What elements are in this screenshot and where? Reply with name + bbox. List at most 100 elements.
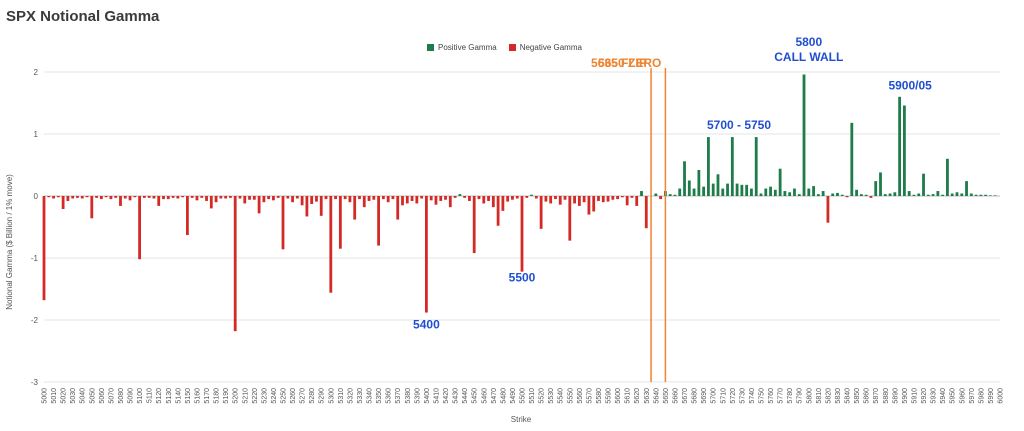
bar: [300, 196, 304, 206]
bar: [644, 196, 648, 229]
y-tick-label: -3: [31, 378, 39, 387]
bar: [42, 196, 46, 301]
x-tick-label: 5710: [720, 388, 727, 404]
bar: [162, 196, 165, 200]
x-tick-label: 5760: [768, 388, 775, 404]
bar: [893, 192, 897, 196]
x-tick-label: 5820: [825, 388, 832, 404]
bar: [735, 183, 739, 196]
x-tick-label: 5140: [175, 388, 182, 404]
bar: [147, 196, 151, 198]
bar: [429, 196, 433, 201]
bar: [310, 196, 314, 205]
bar: [190, 196, 194, 198]
bar: [128, 196, 132, 201]
bar: [338, 196, 342, 249]
x-tick-label: 5650: [663, 388, 670, 404]
bar: [491, 196, 495, 208]
bar: [142, 196, 146, 198]
x-tick-label: 5960: [959, 388, 966, 404]
bar: [252, 196, 256, 200]
x-tick-label: 6000: [998, 388, 1005, 404]
bar: [573, 196, 576, 204]
bar: [362, 196, 366, 208]
bar: [448, 196, 452, 208]
x-tick-label: 5320: [347, 388, 354, 404]
x-tick-label: 5780: [787, 388, 794, 404]
bar: [434, 196, 438, 205]
bar: [620, 196, 624, 198]
x-tick-label: 5980: [978, 388, 985, 404]
y-tick-label: -1: [31, 254, 39, 263]
annotation-label: 5400: [413, 318, 440, 332]
bar: [845, 196, 849, 198]
bar: [472, 196, 476, 254]
x-tick-label: 5060: [99, 388, 106, 404]
x-tick-label: 5620: [634, 388, 641, 404]
x-tick-label: 5490: [510, 388, 517, 404]
bar: [381, 196, 385, 200]
bar: [520, 196, 524, 272]
bar: [506, 196, 510, 202]
x-tick-label: 5700: [711, 388, 718, 404]
legend-item-negative: Negative Gamma: [508, 43, 582, 52]
x-tick-label: 5120: [156, 388, 163, 404]
bar: [955, 192, 959, 196]
x-tick-label: 5750: [759, 388, 766, 404]
bar: [405, 196, 409, 204]
bar: [687, 180, 691, 196]
x-tick-label: 5770: [778, 388, 785, 404]
bar: [171, 196, 175, 198]
x-tick-label: 5890: [892, 388, 899, 404]
x-tick-label: 5030: [70, 388, 77, 404]
bar: [176, 196, 180, 199]
x-tick-label: 5440: [462, 388, 469, 404]
bar: [773, 189, 777, 196]
bar: [47, 196, 51, 198]
bar: [888, 193, 892, 196]
bar: [673, 194, 677, 196]
bar: [597, 196, 600, 201]
bar: [138, 196, 141, 260]
bar: [181, 196, 185, 198]
x-tick-label: 5130: [166, 388, 173, 404]
x-tick-label: 5920: [921, 388, 928, 404]
x-tick-label: 5330: [357, 388, 364, 404]
x-tick-label: 5610: [625, 388, 632, 404]
x-tick-label: 5090: [128, 388, 135, 404]
y-tick-label: 2: [34, 68, 39, 77]
bar: [754, 137, 758, 196]
bar: [343, 196, 347, 200]
bar: [281, 196, 285, 250]
bar: [558, 196, 562, 205]
bar: [511, 196, 514, 200]
y-tick-label: 1: [34, 130, 39, 139]
bar: [233, 196, 237, 332]
bar: [544, 196, 548, 202]
bar: [659, 196, 663, 200]
bar: [410, 196, 414, 201]
bar: [697, 169, 701, 196]
bar: [917, 193, 921, 196]
x-tick-label: 5190: [223, 388, 230, 404]
legend-item-positive: Positive Gamma: [427, 43, 497, 52]
x-tick-label: 5990: [988, 388, 995, 404]
x-tick-label: 5940: [940, 388, 947, 404]
chart-title: SPX Notional Gamma: [6, 8, 160, 25]
x-tick-label: 5830: [835, 388, 842, 404]
bar: [577, 196, 581, 206]
bar: [214, 196, 218, 203]
x-tick-label: 5390: [414, 388, 421, 404]
x-tick-label: 5510: [529, 388, 536, 404]
x-tick-label: 5840: [845, 388, 852, 404]
bar: [515, 196, 519, 199]
x-tick-label: 5250: [281, 388, 288, 404]
x-tick-label: 5410: [433, 388, 440, 404]
x-tick-label: 5530: [548, 388, 555, 404]
bar: [319, 196, 323, 216]
x-tick-label: 5110: [147, 388, 154, 403]
legend-label-negative: Negative Gamma: [519, 43, 582, 52]
bar: [104, 196, 108, 198]
bar: [903, 105, 906, 196]
